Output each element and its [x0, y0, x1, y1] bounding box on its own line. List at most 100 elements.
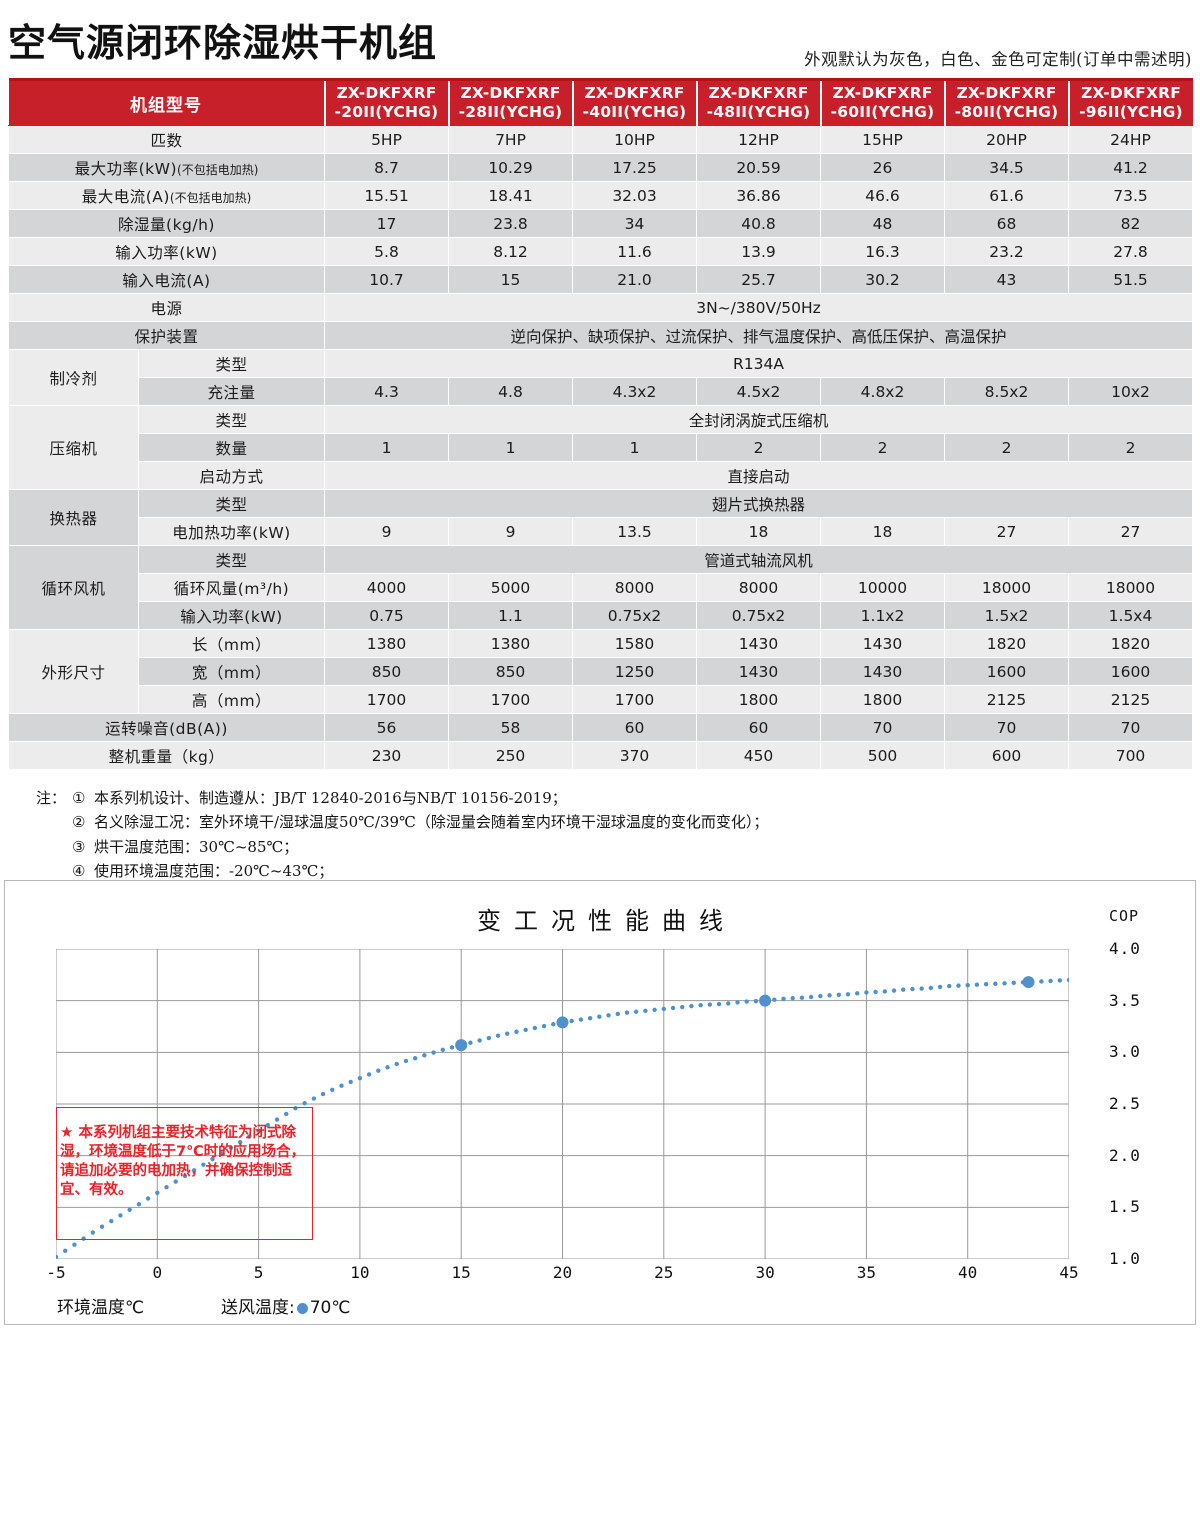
cell: 18000 [1068, 573, 1193, 602]
cell: 20.59 [696, 153, 821, 182]
cell: 2 [820, 433, 945, 462]
cell: 36.86 [696, 181, 821, 210]
table-row-max-current: 最大电流(A)(不包括电加热) 15.51 18.41 32.03 36.86 … [8, 181, 1193, 210]
note-number: ② [72, 813, 86, 832]
y-axis-tick: 2.0 [1109, 1145, 1141, 1165]
y-axis-tick: 3.0 [1109, 1042, 1141, 1062]
x-axis-tick: 5 [253, 1263, 264, 1282]
cell: 51.5 [1068, 265, 1193, 294]
cell: 1430 [696, 629, 821, 658]
cell: 10HP [572, 125, 697, 154]
cell: 1580 [572, 629, 697, 658]
appearance-note: 外观默认为灰色，白色、金色可定制(订单中需述明) [804, 50, 1192, 69]
cell: 32.03 [572, 181, 697, 210]
cell-merged: 3N~/380V/50Hz [324, 293, 1193, 322]
model-name-line2: -48II(YCHG) [706, 103, 811, 121]
cell-merged: 逆向保护、缺项保护、过流保护、排气温度保护、高低压保护、高温保护 [324, 321, 1193, 350]
row-label: 输入功率(kW) [8, 237, 325, 266]
cell: 0.75 [324, 601, 449, 630]
warning-message: 本系列机组主要技术特征为闭式除湿，环境温度低于7℃时的应用场合，请追加必要的电加… [60, 1125, 306, 1199]
cell: 11.6 [572, 237, 697, 266]
chart-y-axis-title: COP [1109, 907, 1140, 925]
cell: 70 [944, 713, 1069, 742]
cell: 1.5x2 [944, 601, 1069, 630]
row-label: 保护装置 [8, 321, 325, 350]
cell: 61.6 [944, 181, 1069, 210]
cell: 27.8 [1068, 237, 1193, 266]
cell: 5HP [324, 125, 449, 154]
row-label: 运转噪音(dB(A)) [8, 713, 325, 742]
cell: 1600 [1068, 657, 1193, 686]
cell: 370 [572, 741, 697, 770]
y-axis-tick: 1.5 [1109, 1197, 1141, 1217]
table-row-power-supply: 电源 3N~/380V/50Hz [8, 293, 1193, 322]
x-axis-tick: 15 [451, 1263, 471, 1282]
notes-heading: 注： [35, 789, 66, 807]
cell-merged: 翅片式换热器 [324, 489, 1193, 518]
cell: 1430 [696, 657, 821, 686]
table-row-dehumidification: 除湿量(kg/h) 17 23.8 34 40.8 48 68 82 [8, 209, 1193, 238]
x-axis-tick: 20 [552, 1263, 573, 1282]
cell: 1.5x4 [1068, 601, 1193, 630]
note-item: ② 名义除湿工况：室外环境干/湿球温度50℃/39℃（除湿量会随着室内环境干湿球温… [8, 810, 1192, 834]
note-text: 使用环境温度范围：-20℃~43℃； [94, 861, 334, 880]
x-axis-tick: 30 [755, 1263, 775, 1282]
spec-table-wrapper: 机组型号 ZX-DKFXRF -20II(YCHG) ZX-DKFXRF -28… [0, 78, 1200, 770]
cell: 26 [820, 153, 945, 182]
cell: 1700 [448, 685, 573, 714]
cell: 450 [696, 741, 821, 770]
cell: 68 [944, 209, 1069, 238]
cell: 15HP [820, 125, 945, 154]
row-label: 循环风量(m³/h) [138, 573, 325, 602]
note-item: ③ 烘干温度范围：30℃~85℃； [8, 835, 1192, 859]
cell: 2125 [944, 685, 1069, 714]
cell: 1600 [944, 657, 1069, 686]
model-name-line2: -80II(YCHG) [954, 103, 1059, 121]
cell: 70 [1068, 713, 1193, 742]
cell: 7HP [448, 125, 573, 154]
cell: 1430 [820, 629, 945, 658]
cell: 13.5 [572, 517, 697, 546]
cell: 18 [696, 517, 821, 546]
cell: 70 [820, 713, 945, 742]
row-label: 类型 [138, 545, 325, 574]
cell: 1700 [324, 685, 449, 714]
cell: 73.5 [1068, 181, 1193, 210]
row-label-sub: (不包括电加热) [177, 162, 259, 177]
cell: 16.3 [820, 237, 945, 266]
row-label: 宽（mm） [138, 657, 325, 686]
row-label: 整机重量（kg） [8, 741, 325, 770]
warning-text: ★ 本系列机组主要技术特征为闭式除湿，环境温度低于7℃时的应用场合，请追加必要的… [60, 1123, 312, 1201]
table-row-protection: 保护装置 逆向保护、缺项保护、过流保护、排气温度保护、高低压保护、高温保护 [8, 321, 1193, 350]
row-label: 启动方式 [138, 461, 325, 490]
model-name-line1: ZX-DKFXRF [336, 83, 437, 102]
model-name-line1: ZX-DKFXRF [956, 83, 1057, 102]
cell: 700 [1068, 741, 1193, 770]
cell: 40.8 [696, 209, 821, 238]
note-number: ③ [72, 837, 86, 856]
model-name-line2: -20II(YCHG) [334, 103, 439, 121]
cell: 18.41 [448, 181, 573, 210]
header-model-3: ZX-DKFXRF -40II(YCHG) [571, 79, 698, 126]
table-row-compressor-qty: 数量 1 1 1 2 2 2 2 [8, 433, 1193, 462]
cell: 20HP [944, 125, 1069, 154]
legend-value: 70℃ [309, 1298, 351, 1318]
group-label-refrigerant: 制冷剂 [8, 349, 139, 406]
cell: 5.8 [324, 237, 449, 266]
y-axis-tick: 1.0 [1109, 1249, 1141, 1268]
table-row-input-current: 输入电流(A) 10.7 15 21.0 25.7 30.2 43 51.5 [8, 265, 1193, 294]
cell: 9 [448, 517, 573, 546]
row-label: 最大电流(A)(不包括电加热) [8, 181, 325, 210]
row-label: 类型 [138, 489, 325, 518]
header-model-6: ZX-DKFXRF -80II(YCHG) [943, 79, 1070, 126]
cell: 9 [324, 517, 449, 546]
model-name-line1: ZX-DKFXRF [1080, 83, 1182, 102]
row-label: 数量 [138, 433, 325, 462]
cell: 30.2 [820, 265, 945, 294]
row-label-sub: (不包括电加热) [169, 190, 252, 205]
table-row-fan-power: 输入功率(kW) 0.75 1.1 0.75x2 0.75x2 1.1x2 1.… [8, 601, 1193, 630]
cell: 4000 [324, 573, 449, 602]
row-label: 最大功率(kW)(不包括电加热) [8, 153, 325, 182]
table-row-airflow: 循环风量(m³/h) 4000 5000 8000 8000 10000 180… [8, 573, 1193, 602]
cell: 4.5x2 [696, 377, 821, 406]
